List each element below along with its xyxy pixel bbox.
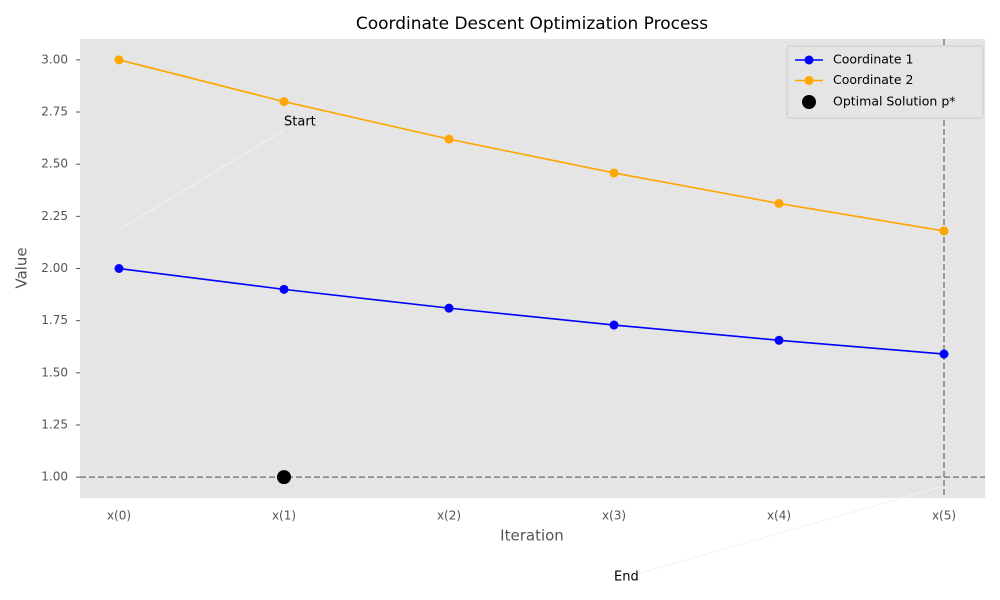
y-tick-label: 1.00 [41,470,68,484]
chart-title: Coordinate Descent Optimization Process [356,14,708,34]
y-tick-label: 1.25 [41,417,68,431]
y-tick-label: 2.25 [41,209,68,223]
start-arrow [121,129,285,229]
legend-label: Optimal Solution p* [833,94,956,109]
x-tick-label: x(0) [107,509,131,523]
x-axis-label: Iteration [500,527,564,545]
legend-marker [802,95,816,109]
y-axis-label: Value [13,247,31,288]
optimal-point [277,470,291,485]
annotation: End [614,570,639,585]
y-tick-label: 2.50 [41,157,68,171]
x-tick-label: x(3) [602,509,626,523]
legend-box [786,45,984,119]
x-tick-label: x(4) [767,509,791,523]
x-tick-label: x(5) [932,509,956,523]
y-tick-label: 2.75 [41,105,68,119]
point [279,97,289,107]
y-tick-label: 3.00 [41,52,68,66]
legend-label: Coordinate 1 [833,52,913,67]
series-line [118,267,945,355]
y-tick-label: 1.75 [41,313,68,327]
point [939,226,949,236]
point [774,198,784,208]
y-tick-label: 1.50 [41,365,68,379]
point [774,335,784,345]
y-tick-label: 2.00 [41,261,68,275]
point [444,303,454,313]
point [444,134,454,144]
annotation: Start [284,115,316,130]
point [114,264,124,273]
x-tick-label: x(1) [272,509,296,523]
point [939,349,949,359]
legend-label: Coordinate 2 [833,72,913,87]
x-tick-label: x(2) [437,509,461,523]
series-line [118,59,945,232]
point [609,320,619,330]
legend-marker [804,76,814,85]
point [609,168,619,178]
point [114,55,124,65]
legend-marker [804,55,814,65]
end-arrow [639,486,941,574]
point [279,284,289,294]
